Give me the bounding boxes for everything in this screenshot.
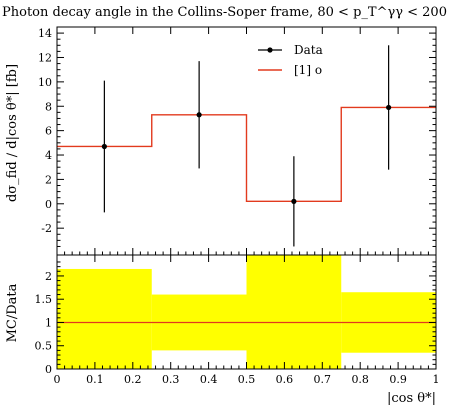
x-tick-label: 0	[54, 373, 61, 386]
x-tick-label: 0.3	[162, 373, 180, 386]
y-tick-label-ratio: 1.5	[35, 293, 53, 306]
data-point	[196, 112, 202, 118]
y-tick-label-main: 10	[38, 76, 52, 89]
legend-label-prediction: [1] o	[294, 63, 322, 77]
y-tick-label-main: 2	[45, 173, 52, 186]
x-tick-label: 1	[433, 373, 440, 386]
y-axis-label-ratio: MC/Data	[5, 283, 20, 342]
x-tick-label: 0.8	[351, 373, 369, 386]
x-tick-label: 0.2	[124, 373, 142, 386]
x-tick-label: 0.9	[389, 373, 407, 386]
y-tick-label-ratio: 0.5	[35, 340, 53, 353]
legend-label-data: Data	[294, 43, 323, 57]
y-tick-label-main: 6	[45, 125, 52, 138]
chart-title: Photon decay angle in the Collins-Soper …	[2, 5, 450, 20]
y-tick-label-ratio: 0	[45, 363, 52, 376]
x-tick-label: 0.4	[200, 373, 218, 386]
y-axis-label-main: dσ_fid / d|cos θ*| [fb]	[5, 64, 20, 202]
x-tick-label: 0.7	[314, 373, 332, 386]
data-point	[291, 198, 297, 204]
x-axis-label: |cos θ*|	[387, 391, 436, 406]
main-panel: -2 0 2 4 6 8 10 12 14 Data [1] o	[38, 26, 437, 256]
prediction-histogram	[57, 106, 436, 203]
uncertainty-band-bin	[246, 255, 342, 369]
y-tick-label-main: 12	[38, 51, 52, 64]
y-tick-label-ratio: 1	[45, 316, 52, 329]
y-tick-label-main: -2	[41, 222, 52, 235]
x-tick-label: 0.1	[86, 373, 104, 386]
data-point	[101, 143, 107, 150]
legend: Data [1] o	[258, 43, 323, 77]
x-tick-label: 0.5	[238, 373, 256, 386]
y-tick-label-ratio: 2	[45, 270, 52, 283]
y-tick-label-main: 8	[45, 100, 52, 113]
data-point	[386, 104, 392, 111]
x-tick-label: 0.6	[276, 373, 294, 386]
uncertainty-band-bin	[57, 268, 152, 369]
ratio-panel: 0 0.5 1 1.5 2 0 0.1 0.2 0.3 0.4 0.5 0.6 0.7 0.8 0.9 1	[35, 254, 440, 386]
y-tick-label-main: 0	[45, 198, 52, 211]
y-tick-label-main: 4	[45, 149, 52, 162]
legend-data-marker	[267, 47, 273, 53]
y-tick-label-main: 14	[38, 27, 52, 40]
